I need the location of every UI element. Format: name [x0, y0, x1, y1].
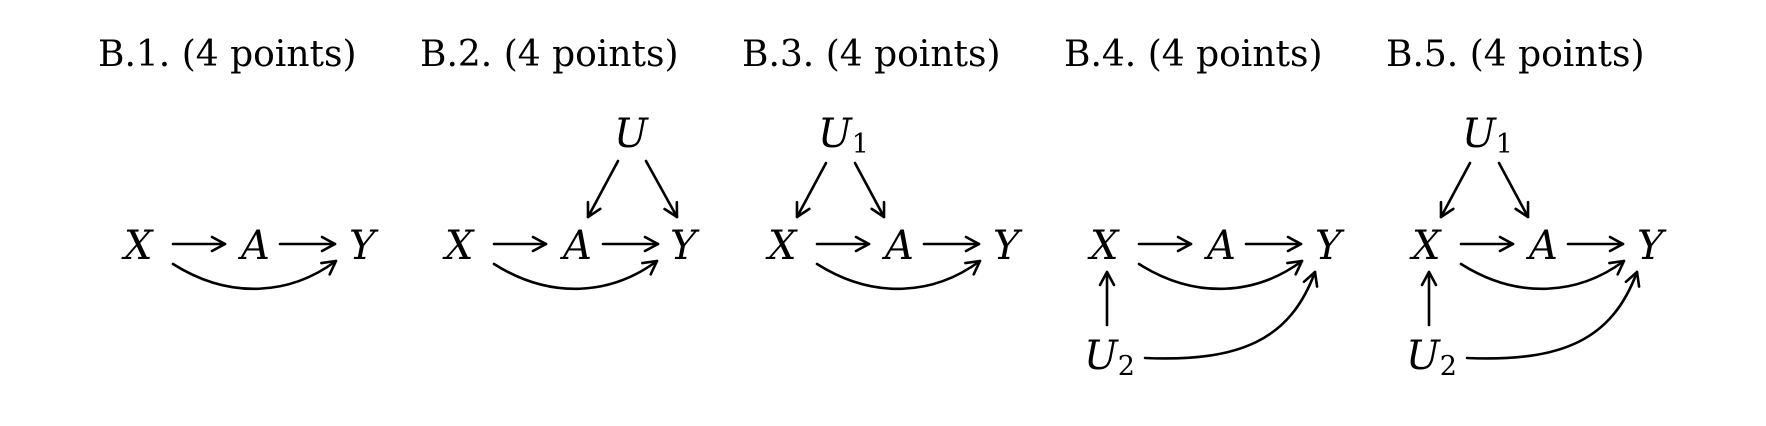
- node-u: U: [614, 111, 649, 157]
- panel-title: B.4. (4 points): [1064, 34, 1323, 75]
- panel-b5: B.5. (4 points) U1 X A Y U2: [1386, 34, 1667, 382]
- edge-x-to-y: [1459, 259, 1626, 291]
- edge-x-to-y: [492, 259, 659, 291]
- node-a: A: [881, 223, 914, 269]
- edge-x-to-y: [815, 259, 982, 291]
- edge-u-to-y: [644, 159, 679, 219]
- edge-u2-to-y: [1465, 270, 1641, 360]
- node-a: A: [559, 223, 592, 269]
- node-y: Y: [670, 223, 700, 269]
- edge-u1-to-a: [853, 161, 886, 219]
- node-u1: U1: [1462, 111, 1513, 160]
- panel-title: B.1. (4 points): [98, 34, 357, 75]
- node-x: X: [765, 223, 798, 269]
- node-x: X: [442, 223, 475, 269]
- node-u1: U1: [818, 111, 869, 160]
- node-a: A: [1525, 223, 1558, 269]
- node-y: Y: [1315, 223, 1345, 269]
- node-x: X: [121, 223, 154, 269]
- edge-u2-to-y: [1143, 270, 1319, 360]
- node-u2-subscript: 2: [1118, 351, 1135, 382]
- edge-u-to-a: [586, 159, 620, 219]
- panel-b4: B.4. (4 points) X A Y U2: [1064, 34, 1345, 382]
- edge-u1-to-a: [1497, 161, 1530, 219]
- panel-title: B.3. (4 points): [742, 34, 1001, 75]
- node-u1-subscript: 1: [852, 129, 869, 160]
- panel-b2: B.2. (4 points) U X A Y: [420, 34, 700, 291]
- node-u2: U2: [1084, 333, 1135, 382]
- node-y: Y: [1637, 223, 1667, 269]
- panel-title: B.5. (4 points): [1386, 34, 1645, 75]
- node-y: Y: [993, 223, 1023, 269]
- node-u2: U2: [1406, 333, 1457, 382]
- node-y: Y: [349, 223, 379, 269]
- edge-u1-to-x: [795, 161, 828, 219]
- edge-u1-to-x: [1439, 161, 1472, 219]
- node-a: A: [237, 223, 270, 269]
- edge-x-to-y: [1137, 259, 1304, 291]
- node-a: A: [1203, 223, 1236, 269]
- panel-title: B.2. (4 points): [420, 34, 679, 75]
- edge-x-to-y: [171, 259, 338, 291]
- node-x: X: [1409, 223, 1442, 269]
- node-u2-subscript: 2: [1440, 351, 1457, 382]
- node-x: X: [1087, 223, 1120, 269]
- panel-b1: B.1. (4 points) X A Y: [98, 34, 379, 291]
- node-u1-subscript: 1: [1496, 129, 1513, 160]
- panel-b3: B.3. (4 points) U1 X A Y: [742, 34, 1023, 291]
